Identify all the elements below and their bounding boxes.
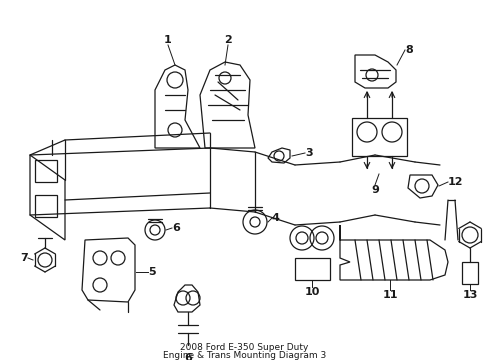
Text: 3: 3 — [305, 148, 312, 158]
Text: 4: 4 — [271, 213, 279, 223]
Bar — [35, 195, 57, 217]
Text: 8: 8 — [404, 45, 412, 55]
Text: 2: 2 — [224, 35, 231, 45]
Bar — [461, 262, 477, 284]
Text: 9: 9 — [370, 185, 378, 195]
Text: 6: 6 — [172, 223, 180, 233]
Text: 6: 6 — [183, 353, 192, 360]
Text: 11: 11 — [382, 290, 397, 300]
Bar — [351, 118, 406, 156]
Bar — [294, 258, 329, 280]
Text: 1: 1 — [164, 35, 171, 45]
Text: 12: 12 — [447, 177, 463, 187]
Text: 5: 5 — [148, 267, 155, 277]
Text: 7: 7 — [20, 253, 28, 263]
Text: Engine & Trans Mounting Diagram 3: Engine & Trans Mounting Diagram 3 — [163, 351, 325, 360]
Bar — [35, 160, 57, 182]
Text: 13: 13 — [461, 290, 477, 300]
Text: 10: 10 — [304, 287, 319, 297]
Text: 2008 Ford E-350 Super Duty: 2008 Ford E-350 Super Duty — [180, 343, 308, 352]
